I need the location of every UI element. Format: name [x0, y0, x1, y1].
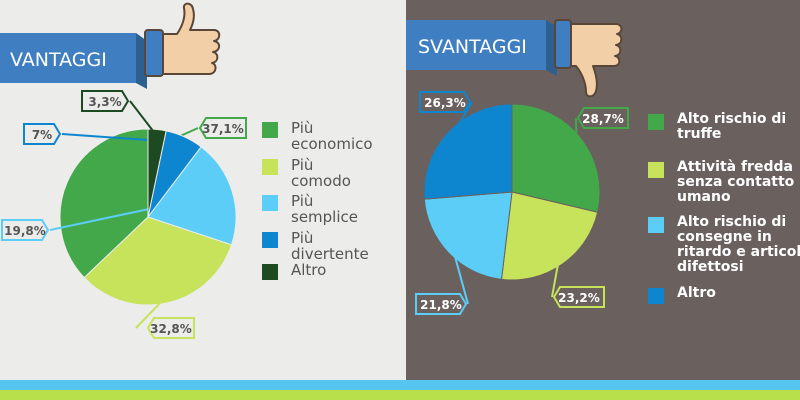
pie-slice [423, 191, 513, 280]
leader-line [450, 101, 473, 137]
data-label-box [419, 91, 472, 113]
data-label-box [576, 107, 629, 129]
legend-swatch [262, 122, 278, 138]
pie-slice [147, 128, 167, 218]
vantaggi-banner: VANTAGGI [0, 33, 147, 89]
legend-label: Altro [677, 285, 716, 301]
legend-swatch [262, 264, 278, 280]
data-label: 37,1% [202, 122, 244, 136]
thumbs-up-icon [144, 2, 221, 77]
legend-swatch [648, 217, 664, 233]
svantaggi-banner: SVANTAGGI [406, 20, 557, 76]
footer-stripe-blue [0, 380, 800, 390]
legend-label: Più comodo [291, 156, 351, 190]
footer-stripe-green [0, 390, 800, 400]
leader-line [135, 296, 167, 329]
data-label: 26,3% [424, 96, 466, 110]
legend-item: Altro [648, 286, 800, 304]
pie-slice [147, 146, 237, 246]
data-label-box [1, 219, 50, 241]
thumbs-down-icon [554, 19, 623, 98]
legend-swatch [262, 159, 278, 175]
pie-chart-vantaggi: 37,1% 32,8% 19,8% 7% 3,3% [1, 90, 247, 339]
legend-label: Attività fredda senza contatto umano [677, 159, 795, 205]
data-label: 21,8% [420, 298, 462, 312]
leader-line [49, 191, 227, 231]
legend-label: Altro [291, 261, 327, 279]
vantaggi-title: VANTAGGI [10, 49, 107, 71]
legend-label: Più divertente [291, 229, 369, 263]
svantaggi-title: SVANTAGGI [418, 36, 527, 58]
legend-label: Alto rischio di truffe [677, 111, 787, 142]
pie-slice [59, 128, 149, 279]
legend-item: Più economico [262, 120, 373, 152]
pie-slice [423, 103, 513, 200]
data-label-box [81, 90, 130, 112]
legend-item: Alto rischio di truffe [648, 112, 800, 142]
legend-swatch [648, 114, 664, 130]
legend-swatch [262, 195, 278, 211]
data-label-box [552, 286, 605, 308]
leader-line [129, 100, 158, 137]
data-label-box [23, 123, 62, 145]
legend-swatch [648, 288, 664, 304]
pie-slice [500, 191, 599, 281]
legend-item: Più comodo [262, 157, 351, 189]
legend-item: Altro [262, 262, 326, 280]
legend-label: Alto rischio di consegne in ritardo e ar… [677, 214, 800, 275]
pie-slice [83, 216, 233, 306]
legend-label: Più semplice [291, 192, 358, 226]
leader-line [451, 248, 469, 305]
legend-swatch [262, 232, 278, 248]
legend-item: Attività fredda senza contatto umano [648, 160, 800, 205]
data-label: 32,8% [150, 322, 192, 336]
legend-item: Più semplice [262, 193, 358, 225]
leader-line [551, 259, 560, 298]
legend-swatch [648, 162, 664, 178]
data-label-box [146, 317, 195, 339]
data-label: 28,7% [582, 112, 624, 126]
pie-chart-svantaggi: 28,7% 23,2% 21,8% 26,3% [415, 91, 629, 315]
data-label-box [415, 293, 468, 315]
data-label: 23,2% [558, 291, 600, 305]
data-label: 19,8% [4, 224, 46, 238]
data-label-box [198, 117, 247, 139]
legend-label: Più economico [291, 119, 373, 153]
data-label: 7% [32, 128, 52, 142]
legend-item: Più divertente [262, 230, 369, 262]
legend-item: Alto rischio di consegne in ritardo e ar… [648, 215, 800, 275]
pie-slice [511, 103, 601, 213]
data-label: 3,3% [88, 95, 121, 109]
